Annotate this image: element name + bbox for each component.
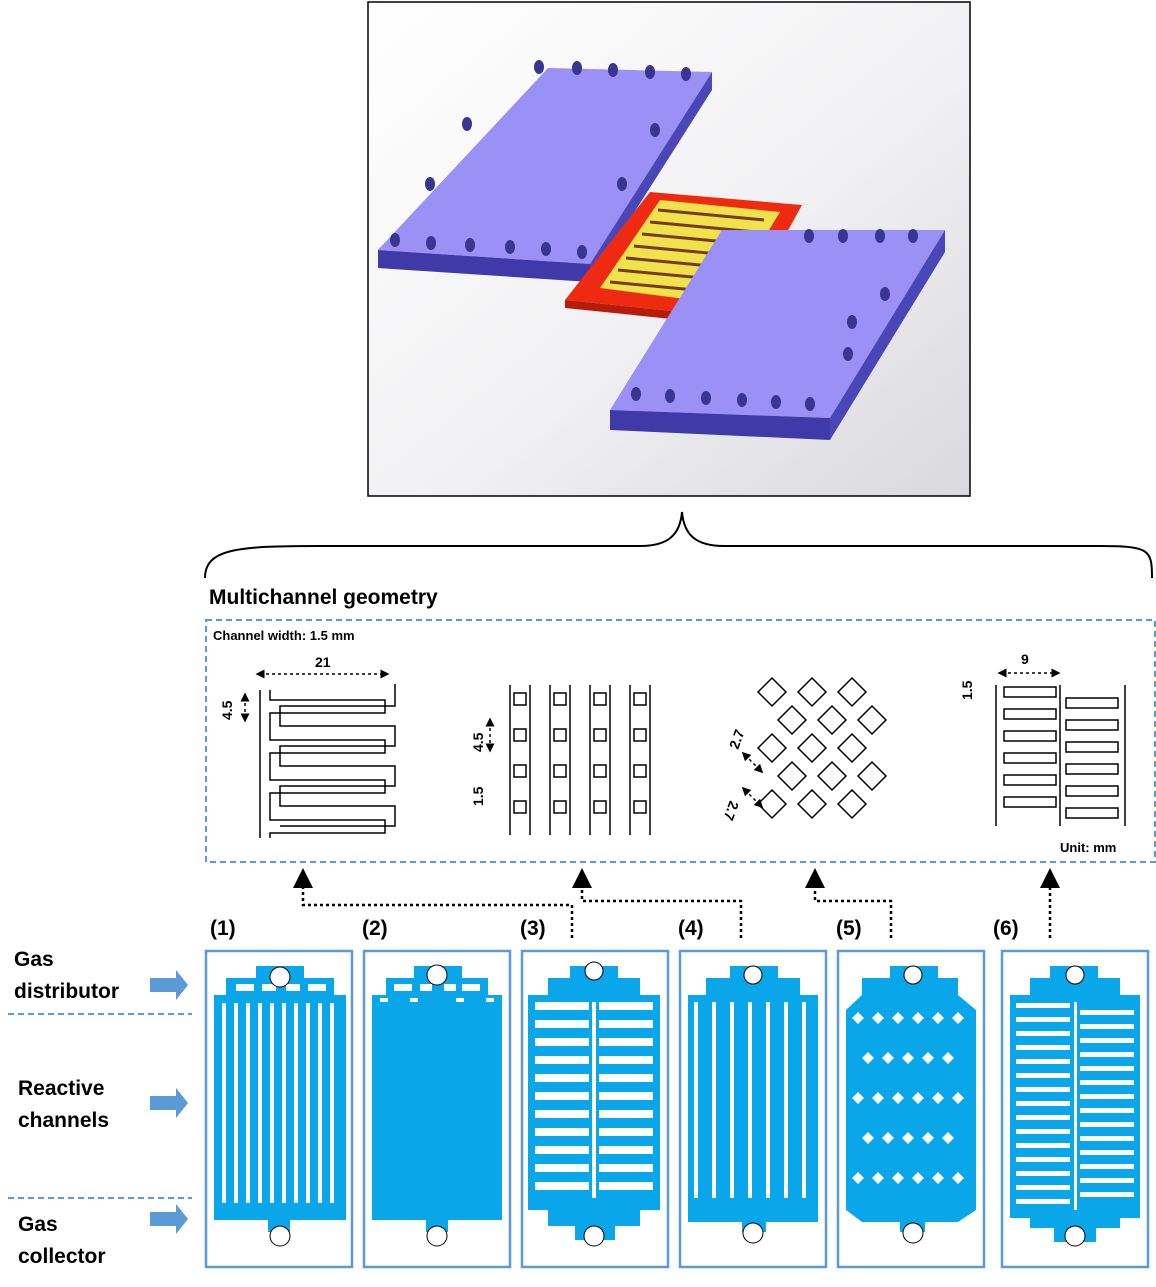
connector-arrows bbox=[293, 868, 1060, 938]
plate-4-square-cells bbox=[688, 965, 818, 1244]
plate-labels: (1) (2) (3) (4) (5) (6) bbox=[210, 917, 1019, 940]
section-title: Multichannel geometry bbox=[209, 586, 438, 609]
plate-label-1: (1) bbox=[210, 917, 236, 940]
top-plate-holes bbox=[390, 60, 691, 259]
plate-2-chamber bbox=[372, 964, 502, 1247]
geometry-box bbox=[205, 619, 1156, 863]
label-collector-1: Gas bbox=[18, 1213, 58, 1236]
dim-g2-pitch: 4.5 bbox=[470, 732, 486, 752]
arrow-reactive-icon bbox=[150, 1088, 188, 1118]
geometry-diamond-lattice bbox=[741, 676, 888, 820]
label-reactive-1: Reactive bbox=[18, 1077, 104, 1100]
plate-label-5: (5) bbox=[836, 917, 862, 940]
plate-frames bbox=[204, 949, 1150, 1269]
channel-width-label: Channel width: 1.5 mm bbox=[213, 628, 355, 643]
geometry-parallel-fingers bbox=[995, 668, 1126, 826]
dim-g1-length: 21 bbox=[315, 654, 331, 670]
bottom-plate-holes bbox=[631, 229, 918, 411]
label-gas-distributor-1: Gas bbox=[14, 948, 54, 971]
dim-g2-width: 1.5 bbox=[470, 786, 486, 806]
plate-1-channels bbox=[214, 966, 346, 1247]
reactor-render bbox=[367, 1, 971, 497]
unit-label: Unit: mm bbox=[1060, 840, 1116, 855]
row-labels: Gas distributor Reactive channels Gas co… bbox=[14, 948, 119, 1268]
curly-brace bbox=[204, 511, 1153, 579]
bottom-plate bbox=[610, 230, 945, 440]
label-gas-distributor-2: distributor bbox=[14, 980, 119, 1003]
arrow-distributor-icon bbox=[150, 970, 188, 1000]
dim-g4-length: 9 bbox=[1021, 651, 1029, 667]
dim-g4-width: 1.5 bbox=[959, 680, 975, 700]
dim-g3-a: 2.7 bbox=[726, 727, 748, 751]
plate-6-fingers bbox=[1010, 965, 1140, 1247]
top-plate bbox=[378, 68, 712, 282]
plate-label-6: (6) bbox=[993, 917, 1019, 940]
dim-g3-b: 2.7 bbox=[720, 799, 742, 823]
plate-5-diamond-lattice bbox=[846, 965, 976, 1244]
dim-g1-pitch: 4.5 bbox=[219, 700, 235, 720]
arrow-collector-icon bbox=[150, 1204, 188, 1234]
label-collector-2: collector bbox=[18, 1245, 106, 1268]
geometry-serpentine bbox=[240, 669, 396, 838]
plate-3-fingers bbox=[528, 961, 660, 1247]
row-dividers bbox=[8, 1013, 192, 1199]
plate-label-2: (2) bbox=[362, 917, 388, 940]
geometry-square-cells bbox=[485, 684, 651, 836]
plate-label-3: (3) bbox=[520, 917, 546, 940]
row-arrows bbox=[150, 970, 188, 1234]
label-reactive-2: channels bbox=[18, 1109, 109, 1132]
plate-label-4: (4) bbox=[678, 917, 704, 940]
